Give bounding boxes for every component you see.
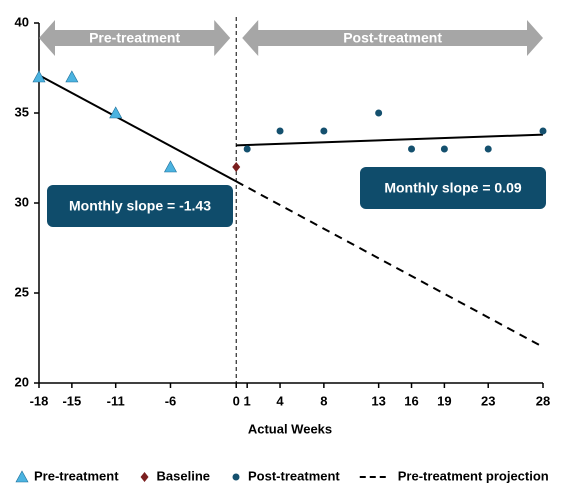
x-tick-label: 19 [437, 393, 451, 408]
triangle-marker [109, 106, 123, 119]
period-arrow [39, 20, 231, 56]
legend-label: Baseline [157, 468, 210, 483]
period-arrow [242, 20, 543, 56]
x-tick-label: 13 [371, 393, 385, 408]
x-tick-label: 4 [276, 393, 284, 408]
y-tick-label: 30 [15, 194, 29, 209]
circle-marker [539, 127, 547, 135]
legend-label: Pre-treatment [34, 468, 119, 483]
annotation-box [47, 185, 233, 227]
x-tick-label: -6 [165, 393, 177, 408]
circle-marker [484, 145, 492, 153]
circle-marker [232, 473, 240, 481]
x-tick-label: 28 [536, 393, 550, 408]
annotation-text: Monthly slope = 0.09 [384, 180, 522, 196]
x-axis-label: Actual Weeks [248, 421, 332, 436]
trend-line [235, 180, 544, 348]
period-label: Pre-treatment [89, 30, 180, 46]
triangle-marker [15, 470, 29, 483]
legend-label: Post-treatment [248, 468, 340, 483]
circle-marker [243, 145, 251, 153]
x-tick-label: 16 [404, 393, 418, 408]
x-tick-label: 23 [481, 393, 495, 408]
x-tick-label: 1 [244, 393, 251, 408]
circle-marker [276, 127, 284, 135]
period-label: Post-treatment [343, 30, 442, 46]
y-tick-label: 35 [15, 104, 29, 119]
trend-line [38, 74, 237, 183]
annotation-text: Monthly slope = -1.43 [69, 198, 211, 214]
x-tick-label: 8 [320, 393, 327, 408]
x-tick-label: 0 [233, 393, 240, 408]
y-tick-label: 40 [15, 14, 29, 29]
triangle-marker [163, 160, 177, 173]
x-tick-label: -11 [107, 393, 125, 408]
circle-marker [440, 145, 448, 153]
triangle-marker [32, 70, 46, 83]
legend-label: Pre-treatment projection [398, 468, 549, 483]
x-tick-label: -18 [30, 393, 49, 408]
circle-marker [320, 127, 328, 135]
y-tick-label: 25 [15, 284, 29, 299]
diamond-marker [140, 472, 149, 482]
x-tick-label: -15 [62, 393, 81, 408]
triangle-marker [65, 70, 79, 83]
circle-marker [375, 109, 383, 117]
diamond-marker [232, 162, 241, 172]
trend-line [236, 133, 544, 147]
circle-marker [408, 145, 416, 153]
y-tick-label: 20 [15, 374, 29, 389]
annotation-box [360, 167, 546, 209]
